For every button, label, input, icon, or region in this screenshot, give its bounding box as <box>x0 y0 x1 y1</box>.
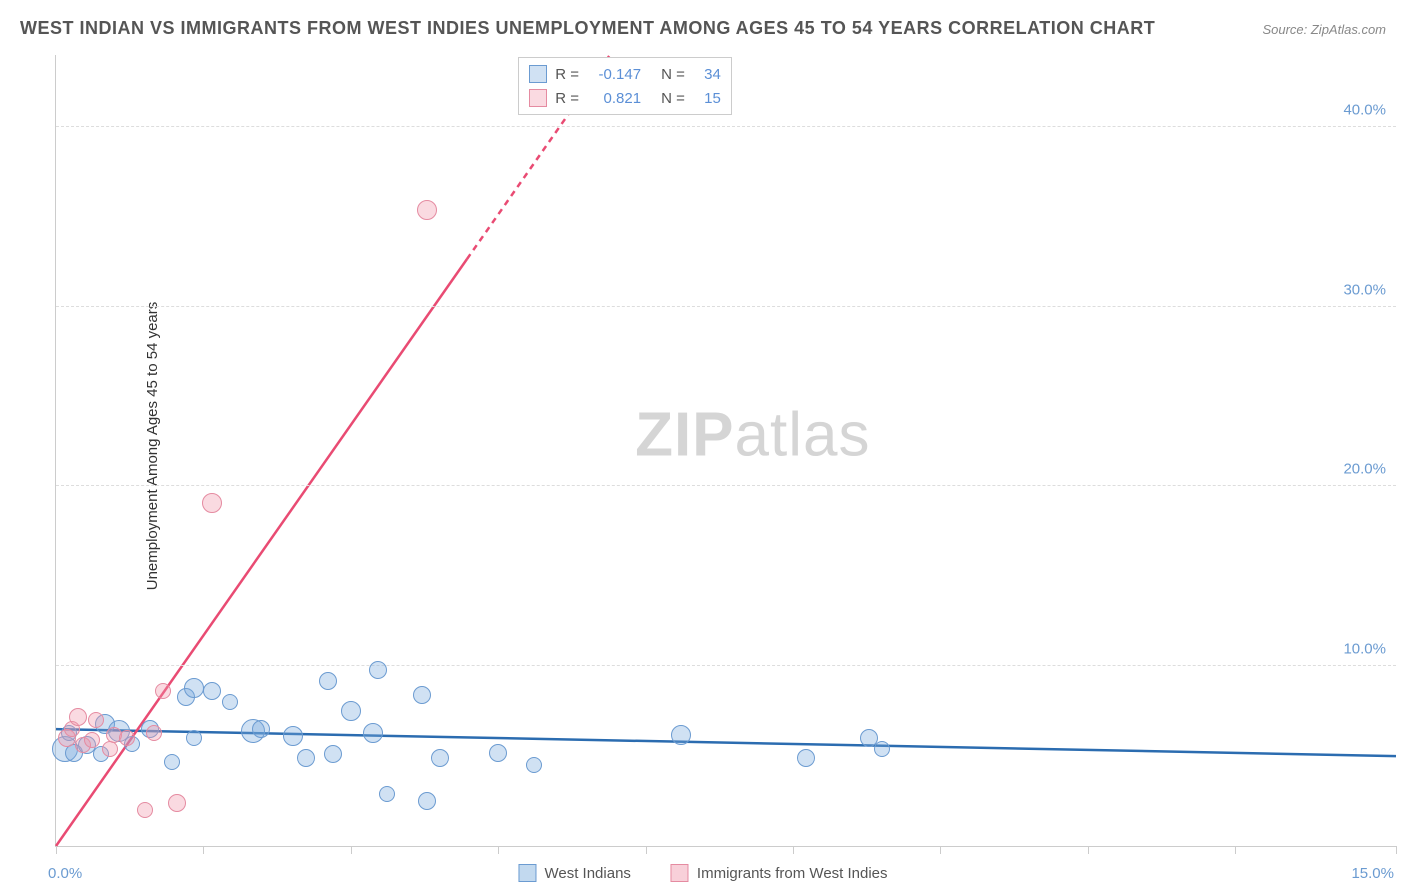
stat-n-label: N = <box>661 90 685 107</box>
x-tick <box>56 846 57 854</box>
legend-label: West Indians <box>544 865 630 882</box>
legend: West Indians Immigrants from West Indies <box>518 864 887 882</box>
data-point <box>417 200 437 220</box>
stat-r-value: -0.147 <box>587 66 641 83</box>
x-tick <box>1235 846 1236 854</box>
data-point <box>202 493 222 513</box>
data-point <box>671 725 691 745</box>
legend-swatch <box>518 864 536 882</box>
stat-r-value: 0.821 <box>587 90 641 107</box>
x-tick <box>940 846 941 854</box>
data-point <box>363 723 383 743</box>
data-point <box>168 794 186 812</box>
x-tick <box>646 846 647 854</box>
x-tick <box>351 846 352 854</box>
x-tick <box>793 846 794 854</box>
y-tick-label: 20.0% <box>1343 461 1386 478</box>
chart-title: WEST INDIAN VS IMMIGRANTS FROM WEST INDI… <box>20 18 1155 39</box>
stat-r-label: R = <box>555 66 579 83</box>
data-point <box>526 757 542 773</box>
correlation-stats-box: R = -0.147 N = 34 R = 0.821 N = 15 <box>518 57 732 115</box>
gridline <box>56 485 1396 486</box>
plot-area: ZIPatlas 10.0%20.0%30.0%40.0%R =-0.147N … <box>55 55 1396 847</box>
x-axis-end-label: 15.0% <box>1351 865 1394 882</box>
legend-swatch <box>671 864 689 882</box>
stat-n-value: 15 <box>693 90 721 107</box>
data-point <box>319 672 337 690</box>
data-point <box>413 686 431 704</box>
data-point <box>164 754 180 770</box>
stat-n-value: 34 <box>693 66 721 83</box>
data-point <box>874 741 890 757</box>
data-point <box>283 726 303 746</box>
data-point <box>252 720 270 738</box>
data-point <box>369 661 387 679</box>
data-point <box>797 749 815 767</box>
data-point <box>186 730 202 746</box>
data-point <box>84 732 100 748</box>
data-point <box>69 708 87 726</box>
data-point <box>418 792 436 810</box>
x-tick <box>203 846 204 854</box>
gridline <box>56 126 1396 127</box>
data-point <box>431 749 449 767</box>
stats-row: R = 0.821 N = 15 <box>529 86 721 110</box>
data-point <box>203 682 221 700</box>
y-tick-label: 30.0% <box>1343 281 1386 298</box>
data-point <box>379 786 395 802</box>
data-point <box>324 745 342 763</box>
series-swatch <box>529 65 547 83</box>
legend-item: Immigrants from West Indies <box>671 864 888 882</box>
x-tick <box>498 846 499 854</box>
stat-n-label: N = <box>661 66 685 83</box>
y-tick-label: 10.0% <box>1343 641 1386 658</box>
data-point <box>146 725 162 741</box>
data-point <box>155 683 171 699</box>
data-point <box>489 744 507 762</box>
stats-row: R = -0.147 N = 34 <box>529 62 721 86</box>
data-point <box>184 678 204 698</box>
trend-line <box>56 259 467 846</box>
data-point <box>119 730 135 746</box>
data-point <box>341 701 361 721</box>
legend-item: West Indians <box>518 864 630 882</box>
gridline <box>56 665 1396 666</box>
source-label: Source: ZipAtlas.com <box>1262 22 1386 37</box>
x-tick <box>1088 846 1089 854</box>
data-point <box>137 802 153 818</box>
data-point <box>102 741 118 757</box>
series-swatch <box>529 89 547 107</box>
gridline <box>56 306 1396 307</box>
data-point <box>88 712 104 728</box>
stat-r-label: R = <box>555 90 579 107</box>
data-point <box>222 694 238 710</box>
x-tick <box>1396 846 1397 854</box>
data-point <box>297 749 315 767</box>
y-tick-label: 40.0% <box>1343 101 1386 118</box>
x-axis-start-label: 0.0% <box>48 865 82 882</box>
legend-label: Immigrants from West Indies <box>697 865 888 882</box>
